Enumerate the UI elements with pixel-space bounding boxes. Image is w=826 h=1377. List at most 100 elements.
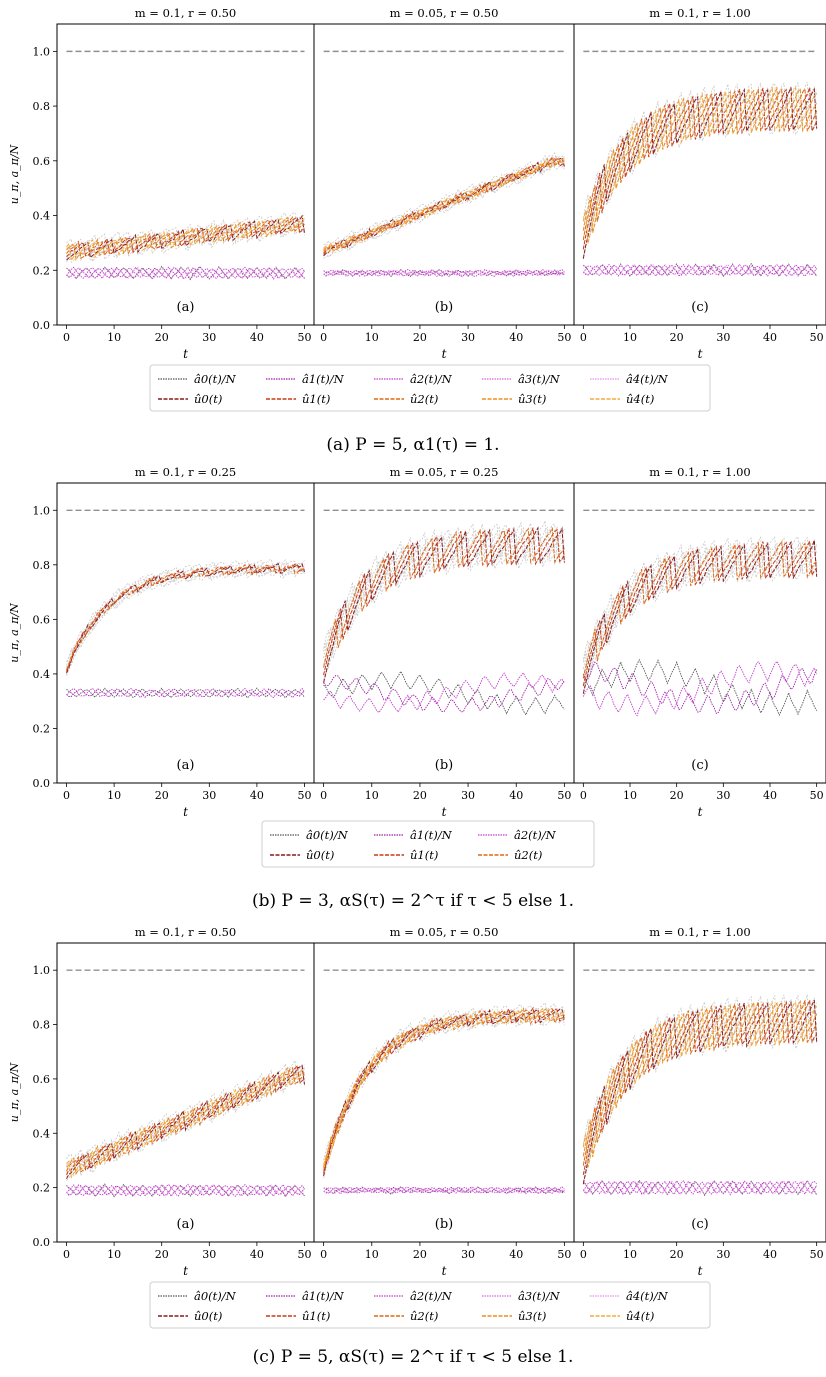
ghost-trace (582, 999, 818, 1174)
x-tick-label: 0 (580, 331, 587, 344)
ghost-trace (582, 86, 818, 233)
ghost-trace (66, 558, 305, 666)
x-tick-label: 30 (716, 331, 730, 344)
x-tick-label: 20 (413, 1248, 427, 1261)
x-axis-label: t (183, 347, 188, 361)
series-line-a1 (323, 269, 565, 277)
legend-label-a0: â0(t)/N (194, 1289, 237, 1303)
x-tick-label: 10 (365, 789, 379, 802)
series-line-u0 (582, 87, 818, 259)
legend-label-u4: û4(t) (626, 392, 654, 406)
x-tick-label: 30 (202, 789, 216, 802)
ghost-trace (66, 212, 305, 256)
ghost-trace (582, 86, 818, 249)
plot-area (66, 509, 305, 699)
legend-label-u3: û3(t) (518, 392, 546, 406)
series-line-u0 (66, 214, 305, 261)
legend: â0(t)/N û0(t) â1(t)/N û1(t) â2(t)/N û2(t) â3(t… (149, 1281, 711, 1329)
x-axis-label: t (183, 1264, 188, 1278)
x-tick-label: 20 (155, 331, 169, 344)
panel-title: m = 0.1, r = 1.00 (649, 6, 751, 20)
series-line-u2 (582, 540, 817, 679)
panel-frame (573, 482, 826, 784)
series-line-a3 (323, 1186, 565, 1195)
series-line-u2 (66, 215, 305, 259)
figure-caption: (a) P = 5, α1(τ) = 1. (326, 435, 499, 455)
legend-box (261, 820, 595, 868)
series-line-a1 (582, 661, 818, 715)
y-tick-label: 0.4 (33, 668, 51, 681)
x-axis-label: t (698, 1264, 703, 1278)
x-tick-label: 30 (716, 789, 730, 802)
panel-tag: (a) (177, 300, 195, 315)
panel-tag: (b) (435, 300, 453, 315)
legend-label-a1: â1(t)/N (302, 1289, 345, 1303)
x-tick-label: 30 (461, 331, 475, 344)
plot-area (66, 969, 305, 1198)
ghost-trace (66, 567, 305, 676)
y-tick-label: 0.0 (33, 1236, 51, 1249)
series-line-a2 (582, 660, 818, 717)
panel: m = 0.1, r = 0.50 (a) 0 10 20 30 40 50 t 0.0 0.2 0.… (8, 6, 315, 361)
series-line-u0 (323, 526, 565, 683)
ghost-trace (582, 545, 818, 683)
panel: m = 0.1, r = 1.00 (c) 0 10 20 30 40 50 t (573, 925, 826, 1278)
x-tick-label: 10 (107, 789, 121, 802)
x-tick-label: 30 (202, 1248, 216, 1261)
series-line-u0 (323, 156, 565, 257)
panel: m = 0.05, r = 0.25 (b) 0 10 20 30 40 50 t (313, 465, 575, 819)
y-tick-label: 0.4 (33, 1127, 51, 1140)
plot-area (323, 509, 565, 716)
legend-label-a2: â2(t)/N (514, 828, 557, 842)
x-tick-label: 20 (670, 1248, 684, 1261)
panel-tag: (c) (691, 1217, 708, 1232)
series-line-u0 (582, 999, 818, 1185)
legend-label-a4: â4(t)/N (626, 372, 669, 386)
ghost-trace (323, 523, 565, 665)
panel-title: m = 0.05, r = 0.50 (390, 6, 499, 20)
ghost-trace (582, 995, 818, 1155)
series-line-u0 (582, 540, 818, 694)
legend-label-a3: â3(t)/N (518, 372, 561, 386)
panel: m = 0.1, r = 0.50 (a) 0 10 20 30 40 50 t 0.0 0.2 0.… (8, 925, 315, 1278)
figure-caption: (c) P = 5, αS(τ) = 2^τ if τ < 5 else 1. (253, 1347, 574, 1367)
y-tick-label: 0.8 (33, 100, 51, 113)
panel-tag: (c) (691, 758, 708, 773)
x-tick-label: 50 (810, 331, 824, 344)
y-axis-label: u_π, a_π/N (8, 1062, 21, 1122)
x-tick-label: 20 (155, 789, 169, 802)
x-axis-label: t (442, 805, 447, 819)
x-tick-label: 40 (509, 331, 523, 344)
ghost-trace (323, 1009, 565, 1179)
y-tick-label: 0.0 (33, 319, 51, 332)
series-line-u1 (582, 1000, 818, 1175)
x-tick-label: 40 (250, 789, 264, 802)
panel-title: m = 0.1, r = 0.25 (135, 465, 237, 479)
ghost-trace (582, 535, 817, 676)
x-tick-label: 10 (365, 331, 379, 344)
series-line-u0 (66, 1064, 305, 1180)
series-line-a2 (323, 268, 565, 278)
series-line-a1 (323, 1186, 565, 1194)
panel-tag: (a) (177, 1217, 195, 1232)
x-tick-label: 0 (580, 789, 587, 802)
ghost-trace (582, 540, 818, 669)
y-tick-label: 1.0 (33, 45, 51, 58)
panel-title: m = 0.1, r = 0.50 (135, 925, 237, 939)
series-line-a1 (323, 675, 565, 713)
series-line-u3 (582, 86, 818, 233)
x-tick-label: 50 (557, 1248, 571, 1261)
x-tick-label: 10 (365, 1248, 379, 1261)
ghost-trace (582, 81, 818, 238)
series-line-a3 (323, 269, 565, 278)
x-tick-label: 30 (716, 1248, 730, 1261)
series-line-u3 (323, 158, 565, 252)
x-tick-label: 10 (623, 331, 637, 344)
plot-area (582, 969, 818, 1197)
series-line-a1 (583, 264, 818, 277)
chart-block-0: m = 0.1, r = 0.50 (a) 0 10 20 30 40 50 t 0.0 0.2 0.… (8, 6, 826, 455)
panel: m = 0.1, r = 1.00 (c) 0 10 20 30 40 50 t (573, 6, 826, 361)
x-tick-label: 20 (413, 331, 427, 344)
panel-title: m = 0.1, r = 1.00 (649, 925, 751, 939)
